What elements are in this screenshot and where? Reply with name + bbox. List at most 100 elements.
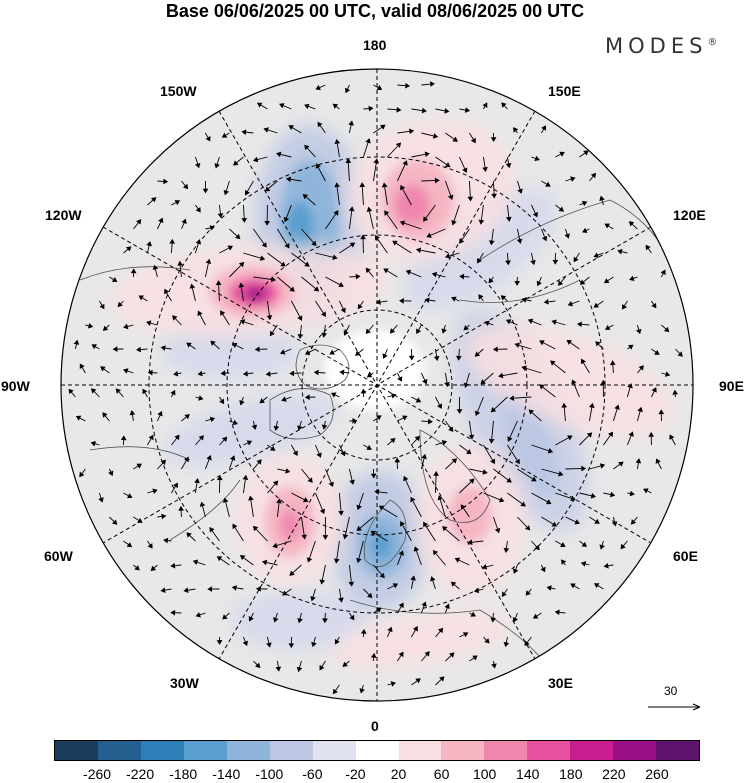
wind-vector-head: [599, 463, 606, 469]
wind-vector-head: [366, 206, 373, 212]
colorbar-segment: [312, 741, 356, 760]
wind-vector-head: [334, 638, 340, 645]
wind-vector-head: [505, 163, 512, 169]
colorbar-tick-label: 20: [390, 766, 407, 782]
wind-vector-head: [349, 614, 355, 621]
colorbar-tick-label: 220: [602, 766, 626, 782]
wind-vector-head: [571, 379, 577, 385]
wind-vector-head: [222, 614, 228, 620]
wind-vector-head: [663, 326, 670, 333]
wind-vector-head: [251, 424, 258, 430]
wind-vector-head: [527, 318, 534, 324]
wind-vector-head: [349, 479, 355, 485]
wind-vector-head: [570, 176, 576, 182]
colorbar-segment: [269, 741, 313, 760]
wind-vector-head: [629, 275, 635, 282]
wind-vector-head: [302, 193, 309, 200]
wind-vector-head: [490, 458, 495, 465]
wind-vector-head: [521, 365, 527, 371]
wind-vector-head: [490, 407, 497, 413]
wind-vector-head: [170, 389, 176, 396]
wind-vector-head: [178, 505, 184, 511]
wind-vector-head: [197, 370, 203, 377]
colorbar-tick-label: -260: [83, 766, 112, 782]
wind-vector-head: [360, 628, 367, 634]
wind-vector-head: [658, 409, 665, 415]
wind-vector-head: [215, 280, 222, 286]
wind-vector-head: [429, 81, 436, 87]
wind-vector-head: [434, 177, 440, 184]
wind-vector-head: [273, 425, 280, 431]
wind-vector-head: [348, 120, 354, 126]
wind-vector-head: [462, 167, 468, 173]
wind-vector-head: [297, 315, 303, 321]
wind-vector-head: [148, 434, 154, 441]
wind-vector-head: [630, 519, 637, 525]
wind-vector-head: [186, 532, 192, 538]
wind-vector-head: [561, 559, 567, 565]
wind-vector-head: [628, 431, 634, 437]
wind-vector-head: [146, 320, 152, 326]
colorbar-segment: [656, 741, 700, 760]
wind-vector-head: [604, 324, 611, 330]
wind-vector-head: [285, 176, 292, 183]
wind-vector-head: [590, 172, 596, 179]
wind-vector-head: [169, 238, 175, 244]
wind-vector-head: [505, 260, 511, 266]
wind-vector-head: [296, 666, 303, 673]
wind-vector-head: [593, 302, 600, 308]
wind-vector-head: [209, 416, 216, 423]
wind-vector-head: [426, 232, 432, 238]
wind-vector-head: [400, 521, 406, 527]
wind-vector-head: [189, 283, 196, 289]
wind-vector-head: [344, 87, 351, 94]
wind-vector-head: [147, 543, 153, 549]
wind-vector-head: [229, 455, 236, 461]
wind-vector-head: [348, 206, 355, 212]
wind-vector-head: [108, 470, 114, 477]
wind-vector-head: [359, 688, 365, 694]
wind-vector-head: [452, 136, 458, 142]
wind-vector-head: [532, 613, 539, 619]
lon-label-120e: 120E: [673, 207, 706, 223]
wind-vector-head: [560, 542, 566, 547]
wind-vector-head: [265, 371, 271, 377]
wind-vector-head: [609, 360, 616, 366]
wind-vector-head: [263, 127, 269, 133]
wind-vector-head: [400, 184, 406, 191]
wind-vector-head: [262, 559, 268, 566]
wind-vector-head: [150, 197, 157, 203]
wind-vector-head: [651, 387, 657, 393]
wind-vector-head: [272, 480, 279, 486]
wind-vector-head: [593, 252, 599, 258]
colorbar-tick-label: 60: [433, 766, 450, 782]
lon-label-180: 180: [363, 37, 387, 53]
map-border: [60, 68, 694, 702]
colorbar-segment: [484, 741, 528, 760]
wind-vector-head: [488, 277, 494, 284]
wind-vector-head: [447, 194, 454, 201]
wind-vector-head: [332, 688, 338, 695]
wind-vector-head: [424, 151, 430, 158]
wind-vector-head: [645, 244, 651, 251]
wind-vector-head: [146, 241, 152, 247]
wind-vector-head: [609, 491, 616, 498]
wind-vector-head: [390, 437, 396, 444]
wind-vector-head: [607, 431, 614, 438]
wind-vector-head: [451, 296, 457, 302]
colorbar-tick-label: -20: [345, 766, 366, 782]
wind-vector-head: [365, 267, 371, 274]
wind-vector-head: [638, 365, 644, 371]
wind-vector-head: [376, 415, 382, 421]
wind-vector-head: [370, 473, 377, 479]
wind-vector-head: [423, 521, 429, 528]
wind-vector-head: [163, 178, 169, 185]
wind-vector-head: [317, 121, 323, 128]
wind-vector-head: [430, 576, 436, 582]
wind-vector-head: [491, 193, 497, 199]
wind-vector-head: [467, 196, 474, 202]
wind-vector-head: [394, 457, 401, 463]
wind-vector-head: [266, 642, 272, 648]
wind-vector-head: [574, 519, 580, 525]
wind-vector-head: [311, 641, 317, 648]
